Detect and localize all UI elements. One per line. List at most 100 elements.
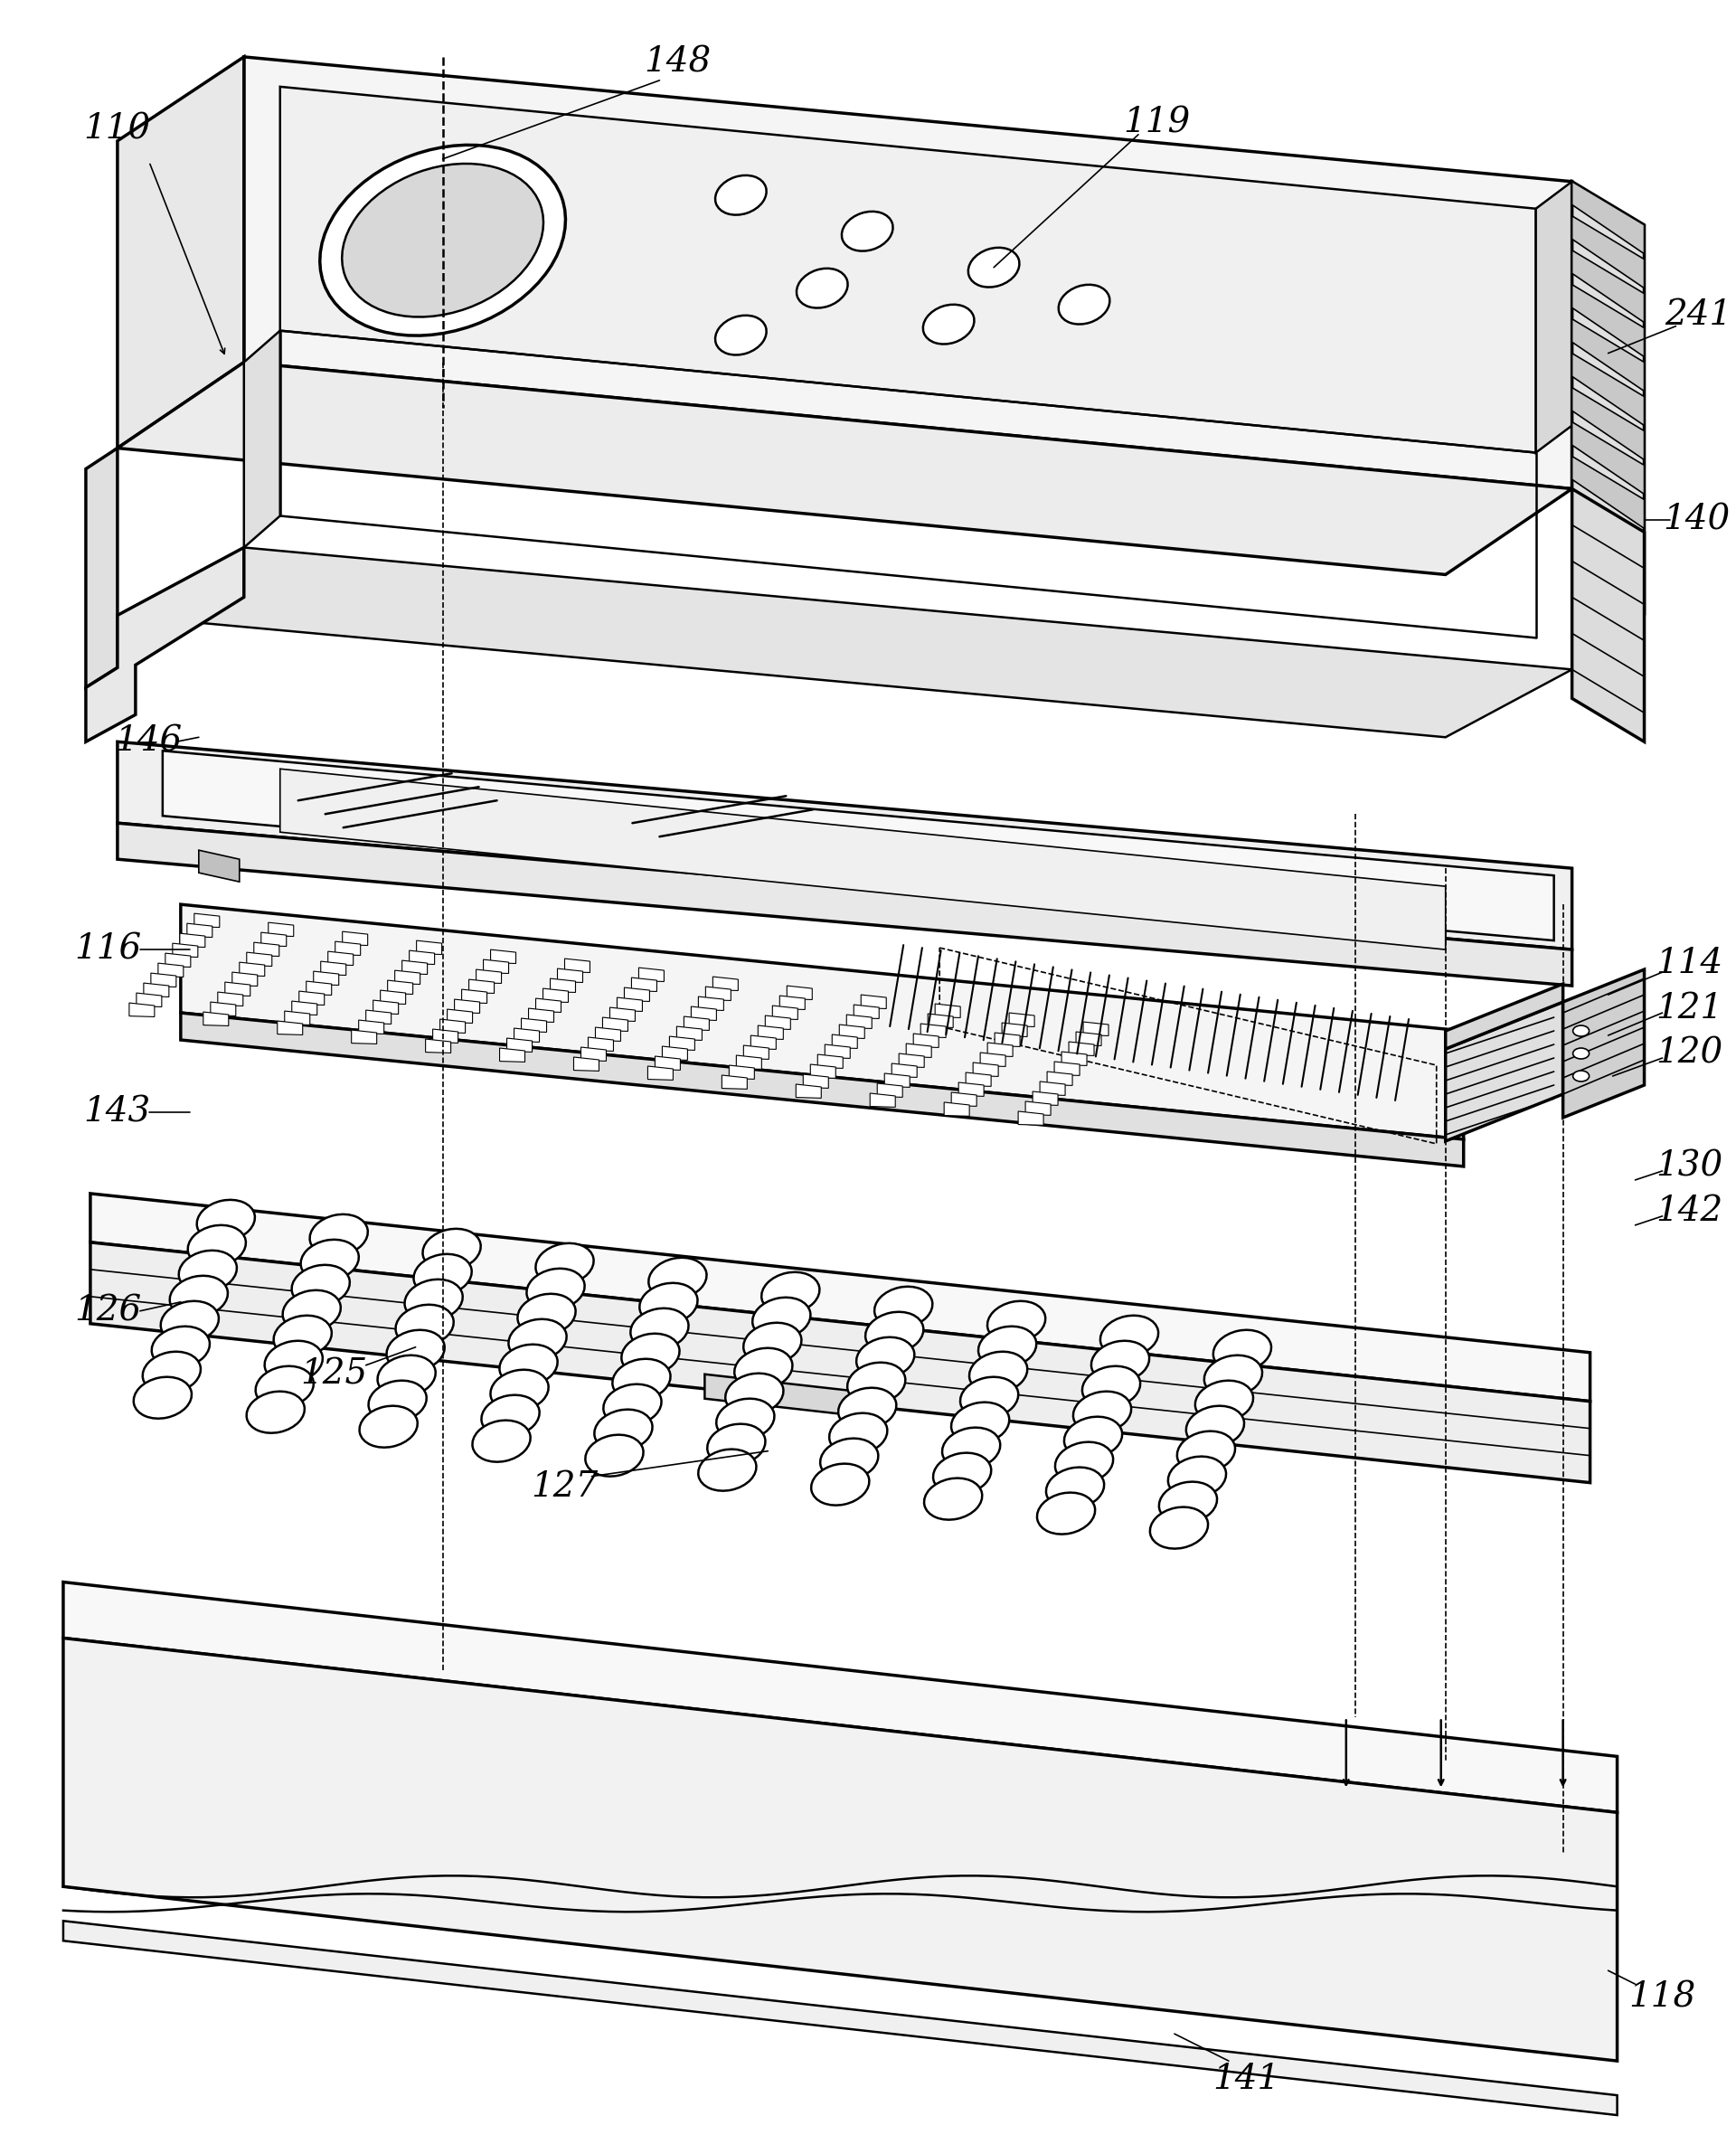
Polygon shape [927,1014,953,1027]
Polygon shape [951,1091,977,1106]
Polygon shape [62,1638,1618,2060]
Polygon shape [306,982,332,995]
Text: 143: 143 [83,1096,151,1130]
Ellipse shape [604,1385,661,1426]
Polygon shape [507,1038,533,1053]
Ellipse shape [404,1280,464,1321]
Polygon shape [1573,388,1644,459]
Ellipse shape [170,1276,227,1316]
Ellipse shape [585,1434,644,1477]
Ellipse shape [179,1250,236,1293]
Polygon shape [351,1029,377,1044]
Polygon shape [609,1008,635,1021]
Ellipse shape [526,1269,585,1310]
Ellipse shape [377,1355,436,1398]
Polygon shape [550,978,576,993]
Polygon shape [1573,182,1644,615]
Text: 141: 141 [1213,2063,1281,2095]
Polygon shape [187,924,212,937]
Polygon shape [536,999,561,1012]
Polygon shape [118,742,1573,950]
Polygon shape [920,1023,946,1038]
Polygon shape [981,1053,1005,1066]
Ellipse shape [969,1351,1028,1394]
Polygon shape [1573,422,1644,493]
Polygon shape [455,999,479,1014]
Polygon shape [589,1038,613,1051]
Polygon shape [632,978,656,991]
Ellipse shape [187,1224,247,1267]
Polygon shape [373,999,399,1014]
Ellipse shape [1036,1492,1095,1535]
Ellipse shape [988,1301,1045,1342]
Polygon shape [1562,969,1644,1117]
Polygon shape [1573,251,1644,322]
Polygon shape [217,993,243,1006]
Ellipse shape [1573,1070,1588,1081]
Text: 119: 119 [1123,105,1189,139]
Text: 125: 125 [300,1357,368,1391]
Polygon shape [118,362,1573,575]
Ellipse shape [255,1366,314,1409]
Ellipse shape [875,1286,932,1327]
Ellipse shape [1186,1406,1245,1447]
Ellipse shape [1168,1456,1226,1499]
Polygon shape [661,1046,687,1059]
Ellipse shape [951,1402,1009,1443]
Polygon shape [1573,285,1644,356]
Polygon shape [854,1006,878,1018]
Polygon shape [995,1033,1021,1046]
Polygon shape [514,1029,540,1042]
Polygon shape [144,982,168,997]
Polygon shape [90,1241,1590,1484]
Polygon shape [85,448,118,688]
Ellipse shape [517,1293,576,1336]
Text: 121: 121 [1656,991,1724,1025]
Ellipse shape [797,268,847,309]
Polygon shape [691,1006,717,1021]
Ellipse shape [1573,1025,1588,1036]
Polygon shape [85,547,245,742]
Polygon shape [491,950,516,963]
Polygon shape [181,905,1463,1138]
Polygon shape [118,823,1573,986]
Polygon shape [194,913,219,928]
Text: 127: 127 [531,1471,599,1503]
Polygon shape [713,978,738,991]
Polygon shape [743,1046,769,1059]
Polygon shape [698,997,724,1010]
Ellipse shape [924,1477,983,1520]
Polygon shape [253,943,279,956]
Polygon shape [616,997,642,1012]
Polygon shape [543,988,568,1003]
Ellipse shape [847,1361,906,1404]
Polygon shape [1069,1042,1094,1055]
Polygon shape [245,58,1573,489]
Ellipse shape [1101,1316,1158,1357]
Text: 140: 140 [1663,504,1731,538]
Polygon shape [786,986,812,999]
Ellipse shape [1160,1482,1217,1524]
Polygon shape [210,1001,236,1016]
Polygon shape [328,952,352,965]
Ellipse shape [264,1340,323,1383]
Polygon shape [476,969,502,984]
Text: 116: 116 [75,933,142,967]
Text: 118: 118 [1628,1981,1696,2015]
Polygon shape [1019,1111,1043,1126]
Polygon shape [722,1074,746,1089]
Polygon shape [1047,1072,1073,1085]
Ellipse shape [1047,1466,1104,1509]
Polygon shape [269,922,293,937]
Polygon shape [366,1010,391,1025]
Ellipse shape [630,1308,689,1351]
Ellipse shape [1055,1443,1113,1484]
Ellipse shape [1059,285,1109,324]
Polygon shape [804,1074,828,1089]
Ellipse shape [500,1344,557,1385]
Ellipse shape [422,1229,481,1271]
Ellipse shape [613,1359,670,1400]
Ellipse shape [142,1351,201,1394]
Polygon shape [906,1044,932,1057]
Text: 120: 120 [1656,1038,1724,1070]
